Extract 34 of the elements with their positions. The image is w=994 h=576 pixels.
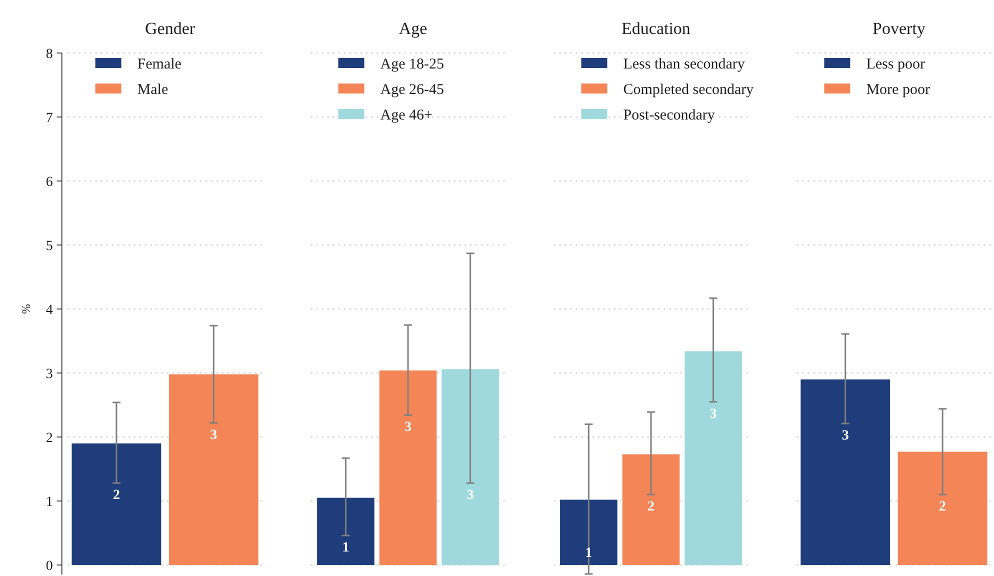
data-label: 3 <box>466 488 474 504</box>
y-tick-label: 4 <box>46 302 53 318</box>
data-label: 2 <box>647 500 654 515</box>
legend-label: Completed secondary <box>623 82 754 98</box>
y-tick-label: 7 <box>46 110 53 126</box>
legend-label: Age 46+ <box>380 107 432 124</box>
y-tick-label: 0 <box>46 558 53 574</box>
y-tick-label: 2 <box>46 430 53 446</box>
legend-label: Less poor <box>866 56 925 72</box>
y-tick-label: 6 <box>46 174 53 190</box>
data-label: 3 <box>710 406 717 422</box>
y-tick-label: 3 <box>46 366 53 382</box>
y-tick-label: 5 <box>46 238 53 254</box>
data-label: 1 <box>342 540 350 556</box>
data-label: 3 <box>210 428 218 443</box>
legend-label: Age 26-45 <box>380 82 444 98</box>
data-label: 3 <box>404 420 412 436</box>
y-tick-label: 1 <box>46 494 53 510</box>
data-label: 1 <box>585 546 592 561</box>
legend-label: Post-secondary <box>623 107 716 124</box>
y-axis-title: % <box>18 304 33 314</box>
x-tick-label: Age <box>398 19 428 38</box>
data-label: 2 <box>112 488 120 504</box>
data-label: 2 <box>939 500 946 515</box>
data-label: 3 <box>842 428 849 444</box>
x-tick-label: Gender <box>145 19 196 38</box>
legend-label: Female <box>137 56 182 72</box>
y-tick-label: 8 <box>46 46 53 62</box>
legend-label: More poor <box>866 82 930 98</box>
x-tick-label: Poverty <box>872 19 926 38</box>
legend-label: Less than secondary <box>623 56 746 72</box>
legend-label: Male <box>137 82 168 98</box>
legend-label: Age 18-25 <box>380 56 444 72</box>
x-tick-label: Education <box>622 19 691 38</box>
